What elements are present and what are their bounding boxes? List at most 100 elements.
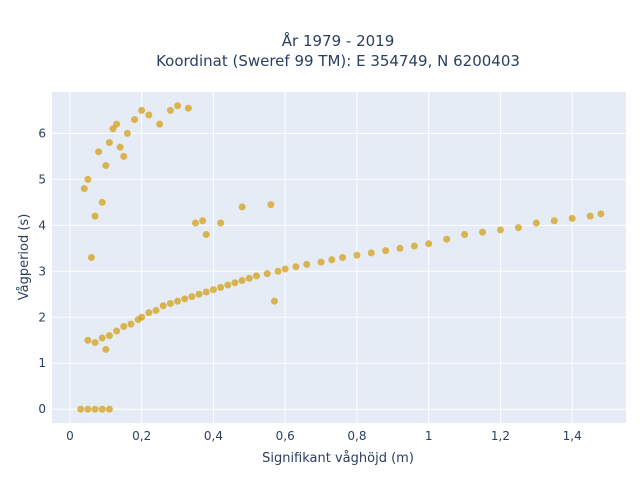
x-tick-label: 0,2: [132, 429, 151, 443]
data-point: [98, 334, 106, 342]
grid-lines: [52, 92, 626, 423]
chart-title-line2: Koordinat (Sweref 99 TM): E 354749, N 62…: [156, 52, 520, 70]
data-point: [113, 120, 121, 128]
data-point: [292, 263, 300, 271]
data-point: [156, 120, 164, 128]
data-point: [84, 336, 92, 344]
data-point: [568, 214, 576, 222]
data-point: [202, 231, 210, 239]
chart-title-line1: År 1979 - 2019: [282, 31, 395, 50]
x-tick-label: 0,6: [276, 429, 295, 443]
data-point: [184, 104, 192, 112]
y-tick-label: 6: [38, 126, 46, 140]
y-tick-label: 3: [38, 264, 46, 278]
x-tick-label: 1: [425, 429, 433, 443]
data-point: [192, 219, 199, 227]
data-point: [425, 240, 433, 248]
data-point: [181, 295, 189, 303]
y-tick-label: 2: [38, 310, 46, 324]
x-axis-ticks: 0 0,2 0,4 0,6 0,8 1 1,2 1,4: [66, 429, 582, 443]
data-point: [238, 276, 246, 284]
data-point: [224, 281, 232, 289]
data-point: [87, 254, 95, 261]
data-point: [209, 286, 217, 294]
data-point: [328, 256, 336, 264]
data-point: [195, 290, 203, 298]
data-point: [270, 297, 278, 305]
data-point: [252, 272, 260, 280]
data-point: [105, 139, 113, 147]
data-point: [166, 106, 174, 114]
data-point: [127, 320, 135, 328]
y-axis-ticks: 0 1 2 3 4 5 6: [38, 126, 46, 416]
data-point: [145, 309, 153, 317]
x-tick-label: 1,4: [563, 429, 582, 443]
data-point: [597, 210, 605, 218]
data-point: [353, 251, 361, 259]
data-point: [116, 143, 124, 151]
data-point: [410, 242, 418, 250]
data-point: [238, 203, 246, 211]
data-point: [461, 231, 469, 239]
data-point: [95, 148, 103, 156]
data-point: [532, 219, 540, 227]
x-tick-label: 1,2: [491, 429, 510, 443]
data-point: [120, 152, 128, 160]
data-point: [123, 129, 131, 137]
plot-area: [52, 92, 626, 423]
data-point: [217, 219, 225, 227]
data-point: [98, 405, 106, 413]
y-tick-label: 5: [38, 172, 46, 186]
data-point: [113, 327, 121, 335]
data-point: [91, 339, 99, 347]
data-point: [166, 299, 174, 307]
data-point: [367, 249, 375, 257]
data-point: [382, 247, 390, 255]
data-point: [102, 162, 110, 170]
data-point: [138, 313, 146, 321]
data-point: [91, 212, 99, 220]
data-point: [217, 283, 225, 291]
y-tick-label: 4: [38, 218, 46, 232]
data-point: [138, 106, 146, 114]
data-point: [91, 405, 99, 413]
data-point: [550, 217, 558, 225]
data-point: [120, 322, 128, 330]
data-point: [131, 116, 139, 124]
data-point: [303, 260, 311, 268]
data-point: [105, 405, 113, 413]
x-tick-label: 0,4: [204, 429, 223, 443]
data-point: [267, 201, 275, 209]
data-point: [514, 224, 522, 232]
data-point: [317, 258, 325, 266]
data-point: [263, 270, 271, 278]
x-axis-label: Signifikant våghöjd (m): [262, 451, 414, 466]
data-point: [174, 102, 182, 110]
data-point: [152, 306, 160, 314]
data-point: [479, 228, 486, 236]
data-point: [443, 235, 451, 243]
data-point: [496, 226, 504, 234]
x-tick-label: 0,8: [347, 429, 366, 443]
data-point: [80, 185, 88, 193]
data-point: [77, 405, 85, 413]
scatter-points: [77, 102, 605, 413]
data-point: [339, 254, 347, 261]
data-point: [274, 267, 282, 275]
data-point: [102, 345, 110, 353]
data-point: [174, 297, 182, 305]
data-point: [84, 405, 92, 413]
data-point: [202, 288, 210, 296]
data-point: [98, 198, 106, 206]
data-point: [396, 244, 404, 252]
data-point: [231, 279, 239, 287]
data-point: [159, 302, 167, 310]
data-point: [105, 332, 113, 340]
data-point: [245, 274, 253, 282]
y-tick-label: 1: [38, 356, 46, 370]
y-tick-label: 0: [38, 402, 46, 416]
data-point: [281, 265, 289, 273]
data-point: [188, 293, 196, 301]
data-point: [145, 111, 153, 119]
